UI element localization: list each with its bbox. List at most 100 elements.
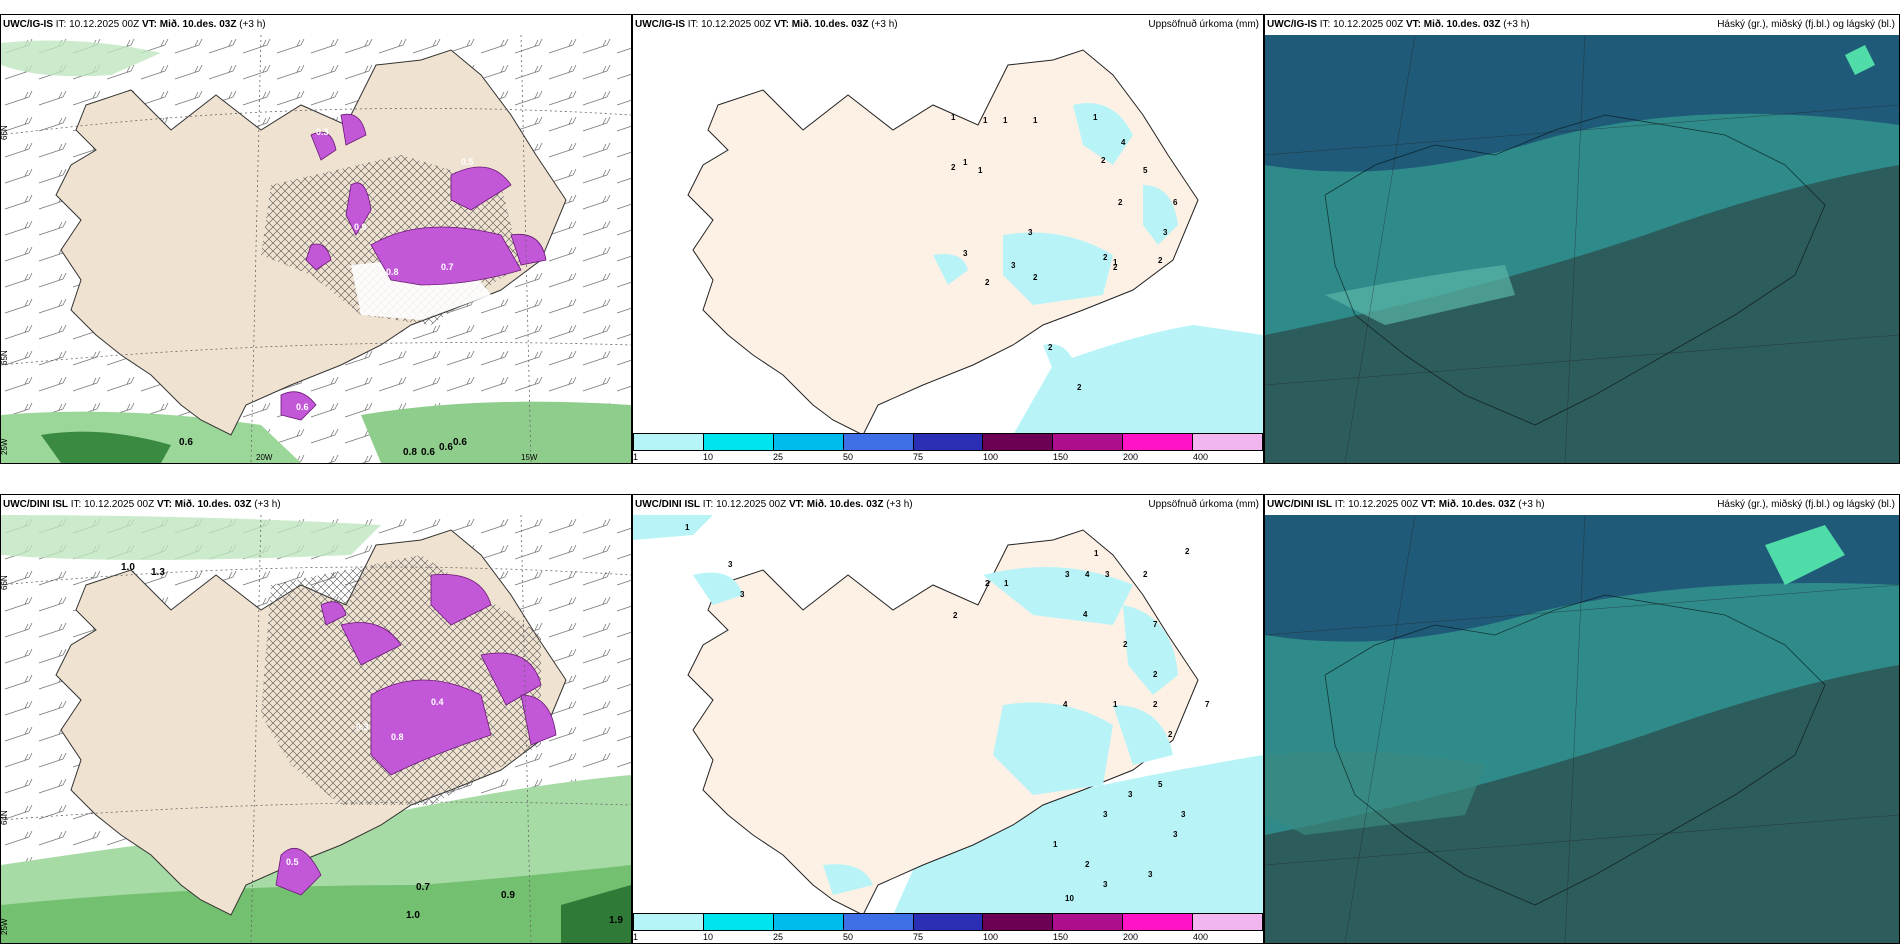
- sea-green-shade: [1, 40, 161, 77]
- precip-value-label: 2: [1153, 700, 1158, 709]
- wind-map: 66N 64N 25W 1.0 1.3 0.7 0.9 1.0 1.9 0.5 …: [1, 515, 631, 943]
- colorbar-tick-label: 1: [633, 452, 639, 462]
- snow-value-label: 0.3: [316, 127, 329, 137]
- precip-value-label: 3: [1103, 810, 1108, 819]
- colorbar: 1 10 25 50 75 100 150 200 400: [633, 913, 1263, 943]
- colorbar-tick-label: 200: [1123, 452, 1139, 462]
- precip-value-label: 2: [951, 163, 956, 172]
- panel-header: UWC/IG-IS IT: 10.12.2025 00Z VT: Mið. 10…: [1265, 15, 1899, 35]
- colorbar-tick-label: 75: [913, 932, 924, 942]
- panel-header: UWC/IG-IS IT: 10.12.2025 00Z VT: Mið. 10…: [633, 15, 1263, 35]
- colorbar-cell: [913, 434, 984, 450]
- snow-value-label: 0.6: [453, 437, 467, 448]
- precip-value-label: 5: [1143, 166, 1148, 175]
- precip-value-label: 2: [1077, 383, 1082, 392]
- iceland-outline: [1324, 114, 1826, 426]
- precip-value-label: 2: [1085, 860, 1090, 869]
- snow-value-label: 0.7: [416, 882, 430, 893]
- precip-value-label: 3: [1105, 570, 1110, 579]
- precip-value-label: 1: [1053, 840, 1058, 849]
- cloud-light-area: [1265, 751, 1485, 835]
- colorbar-tick-label: 50: [843, 932, 854, 942]
- colorbar-cell: [1123, 434, 1194, 450]
- snow-value-label: 0.9: [354, 222, 367, 232]
- snow-value-label: 0.8: [403, 447, 417, 458]
- lat-label-66: 66N: [1, 125, 9, 140]
- colorbar-cells: [633, 433, 1263, 451]
- precip-value-label: 1: [1004, 579, 1009, 588]
- cloud-low-layer: [1265, 165, 1899, 463]
- precip-value-label: 2: [1185, 547, 1190, 556]
- wind-map: 66N 65N 25W 20W 15W 0.6 0.8 0.6 0.6 0.6 …: [1, 35, 631, 463]
- precip-value-label: 5: [1158, 780, 1163, 789]
- colorbar-cell: [983, 914, 1054, 930]
- colorbar-cell: [1053, 914, 1124, 930]
- colorbar-tick-label: 10: [703, 452, 714, 462]
- panel-header: UWC/DINI ISL IT: 10.12.2025 00Z VT: Mið.…: [633, 495, 1263, 515]
- precip-value-label: 3: [740, 590, 745, 599]
- panel-top-cloud: UWC/IG-IS IT: 10.12.2025 00Z VT: Mið. 10…: [1264, 14, 1900, 464]
- iceland-land: [687, 529, 1199, 915]
- snow-value-label: 0.8: [386, 267, 399, 277]
- snow-value-label: 0.6: [296, 402, 309, 412]
- precip-value-label: 3: [1065, 570, 1070, 579]
- snow-areas: [275, 573, 557, 896]
- sea-green-shade: [1, 515, 381, 560]
- colorbar-tick-label: 400: [1193, 452, 1209, 462]
- panel-header: UWC/IG-IS IT: 10.12.2025 00Z VT: Mið. 10…: [1, 15, 631, 35]
- snow-value-label: 0.6: [179, 437, 193, 448]
- precip-value-label: 1: [1094, 549, 1099, 558]
- precip-value-label: 2: [985, 579, 990, 588]
- colorbar-tick-label: 50: [843, 452, 854, 462]
- precip-value-label: 10: [1065, 894, 1074, 903]
- precip-value-label: 2: [953, 611, 958, 620]
- graticule: [1, 515, 631, 943]
- precip-value-label: 4: [1121, 138, 1126, 147]
- precip-value-label: 3: [1011, 261, 1016, 270]
- cloud-light-area: [1325, 265, 1515, 325]
- colorbar-cell: [1123, 914, 1194, 930]
- precip-value-label: 2: [1168, 730, 1173, 739]
- colorbar-ticks: 1 10 25 50 75 100 150 200 400: [633, 451, 1263, 463]
- snow-value-label: 0.6: [421, 447, 435, 458]
- snow-value-label: 0.5: [286, 857, 299, 867]
- colorbar-cell: [634, 434, 704, 450]
- colorbar-cell: [703, 914, 774, 930]
- graticule: [1265, 35, 1899, 463]
- precip-value-label: 1: [978, 166, 983, 175]
- snow-value-label: 0.4: [431, 697, 444, 707]
- snow-areas: [280, 113, 547, 421]
- precip-value-label: 3: [1181, 810, 1186, 819]
- colorbar-ticks: 1 10 25 50 75 100 150 200 400: [633, 931, 1263, 943]
- precip-value-label: 4: [1063, 700, 1068, 709]
- precip-value-label: 3: [1148, 870, 1153, 879]
- panel-bottom-wind: UWC/DINI ISL IT: 10.12.2025 00Z VT: Mið.…: [0, 494, 632, 944]
- iceland-land: [687, 49, 1199, 435]
- precip-sea-nw: [633, 515, 713, 540]
- panel-top-wind: UWC/IG-IS IT: 10.12.2025 00Z VT: Mið. 10…: [0, 14, 632, 464]
- precip-value-label: 1: [685, 523, 690, 532]
- precip-value-label: 2: [1101, 156, 1106, 165]
- colorbar-tick-label: 200: [1123, 932, 1139, 942]
- snow-value-label: 1.9: [609, 915, 623, 926]
- panel-header: UWC/DINI ISL IT: 10.12.2025 00Z VT: Mið.…: [1265, 495, 1899, 515]
- precip-value-label: 2: [1103, 253, 1108, 262]
- colorbar: 1 10 25 50 75 100 150 200 400: [633, 433, 1263, 463]
- cloud-high-green: [1765, 525, 1845, 585]
- snow-value-label: 0.9: [501, 890, 515, 901]
- colorbar-tick-label: 150: [1053, 932, 1069, 942]
- sea-green-mid: [1, 865, 631, 943]
- precip-value-label: 4: [1085, 570, 1090, 579]
- precip-value-label: 2: [1153, 670, 1158, 679]
- precip-value-label: 1: [963, 158, 968, 167]
- precip-value-label: 4: [1083, 610, 1088, 619]
- colorbar-tick-label: 25: [773, 932, 784, 942]
- precip-value-label: 2: [1158, 256, 1163, 265]
- snow-value-label: 0.8: [391, 732, 404, 742]
- lat-label-65: 65N: [1, 350, 9, 365]
- precip-value-label: 1: [1113, 700, 1118, 709]
- colorbar-tick-label: 100: [983, 452, 999, 462]
- sea-green-dark: [41, 431, 171, 463]
- colorbar-cell: [983, 434, 1054, 450]
- precip-value-label: 3: [1163, 228, 1168, 237]
